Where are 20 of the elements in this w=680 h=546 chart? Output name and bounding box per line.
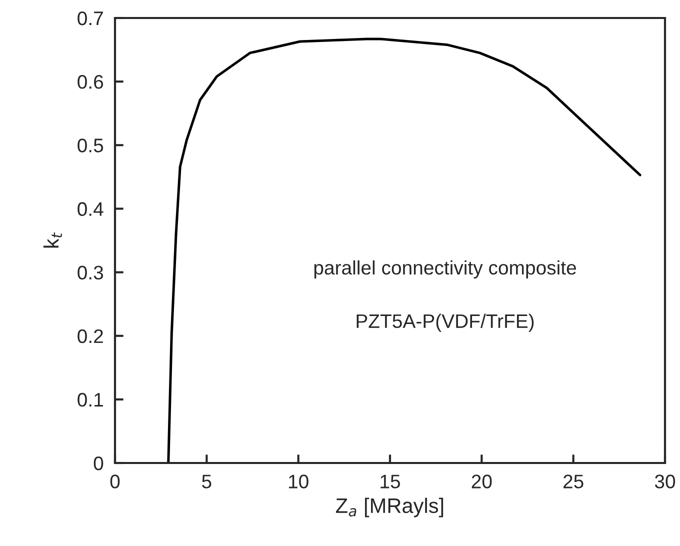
annotation: parallel connectivity composite — [314, 260, 576, 278]
y-tick-label: 0.6 — [78, 75, 104, 89]
y-tick-label: 0.7 — [78, 11, 103, 26]
line-series — [167, 38, 642, 463]
y-tick-label: 0.2 — [78, 329, 103, 344]
y-tick-label: 0.3 — [78, 266, 104, 280]
x-tick-label: 20 — [472, 474, 492, 488]
y-tick-label: 0.5 — [78, 138, 104, 152]
x-tick-label: 25 — [564, 474, 584, 488]
x-axis-title: Z$_{a}$ [MRayls] — [336, 498, 444, 518]
annotation: PZT5A-P(VDF/TrFE) — [356, 314, 534, 332]
y-tick-label: 0.4 — [78, 202, 104, 216]
y-axis-title: k$_{t}$ — [43, 232, 62, 248]
x-tick-label: 15 — [380, 474, 400, 488]
x-tick-label: 10 — [289, 474, 308, 488]
x-tick-label: 5 — [202, 474, 212, 488]
y-tick-label: 0 — [94, 456, 104, 470]
x-tick-label: 0 — [110, 474, 120, 488]
x-tick-label: 30 — [654, 474, 676, 488]
y-tick-label: 0.1 — [78, 392, 103, 407]
